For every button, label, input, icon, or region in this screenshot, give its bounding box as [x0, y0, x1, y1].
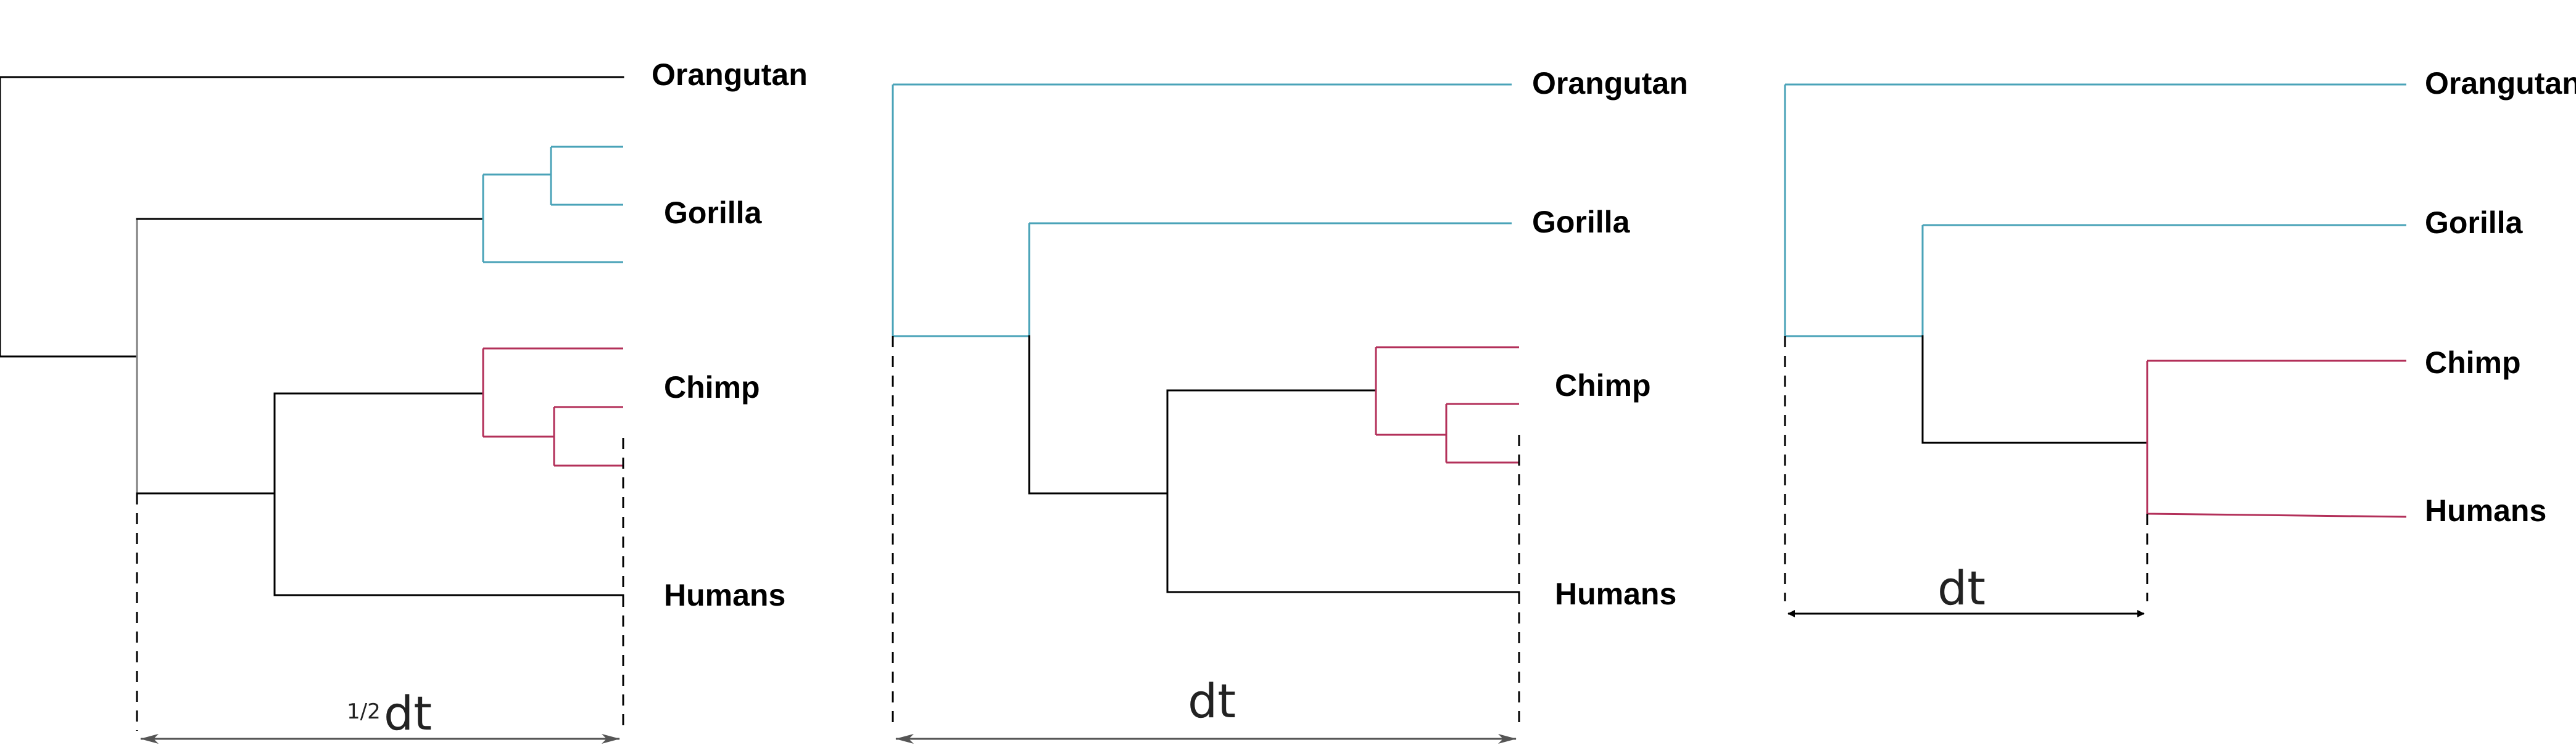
- root-stem: [0, 76, 138, 358]
- chimp-clade: [1375, 346, 1519, 464]
- chimp-clade: [482, 347, 623, 467]
- tree-panel-2: dt Orangutan Gorilla Chimp Humans: [892, 66, 1688, 744]
- label-humans: Humans: [1555, 577, 1676, 611]
- branch-to-hominin-clade: [136, 392, 624, 596]
- label-gorilla: Gorilla: [664, 196, 763, 230]
- scale-label: dt: [384, 686, 432, 741]
- orangutan-gorilla-lineage: [1784, 83, 2406, 337]
- scale-label: dt: [1188, 673, 1236, 728]
- tree-panel-3: dt Orangutan Gorilla Chimp Humans: [1784, 66, 2576, 617]
- orangutan-gorilla-lineage: [892, 83, 1512, 337]
- chimp-humans-clade: [2146, 360, 2407, 518]
- label-orangutan: Orangutan: [652, 57, 808, 92]
- hominin-clade: [1028, 335, 1520, 593]
- label-gorilla: Gorilla: [1532, 205, 1631, 239]
- scale-prefix: 1/2: [347, 699, 381, 724]
- label-orangutan: Orangutan: [1532, 66, 1688, 101]
- label-chimp: Chimp: [664, 370, 760, 405]
- label-orangutan: Orangutan: [2425, 66, 2576, 101]
- hominin-stem: [1921, 335, 2148, 444]
- label-humans: Humans: [2425, 493, 2546, 528]
- label-chimp: Chimp: [1555, 368, 1651, 403]
- label-humans: Humans: [664, 578, 785, 612]
- label-gorilla: Gorilla: [2425, 205, 2524, 240]
- scale-label: dt: [1937, 561, 1986, 615]
- gorilla-clade: [482, 146, 623, 263]
- tree-panel-1: 1/2 dt Orangutan Gorilla Chimp Humans: [0, 57, 808, 744]
- label-chimp: Chimp: [2425, 345, 2521, 380]
